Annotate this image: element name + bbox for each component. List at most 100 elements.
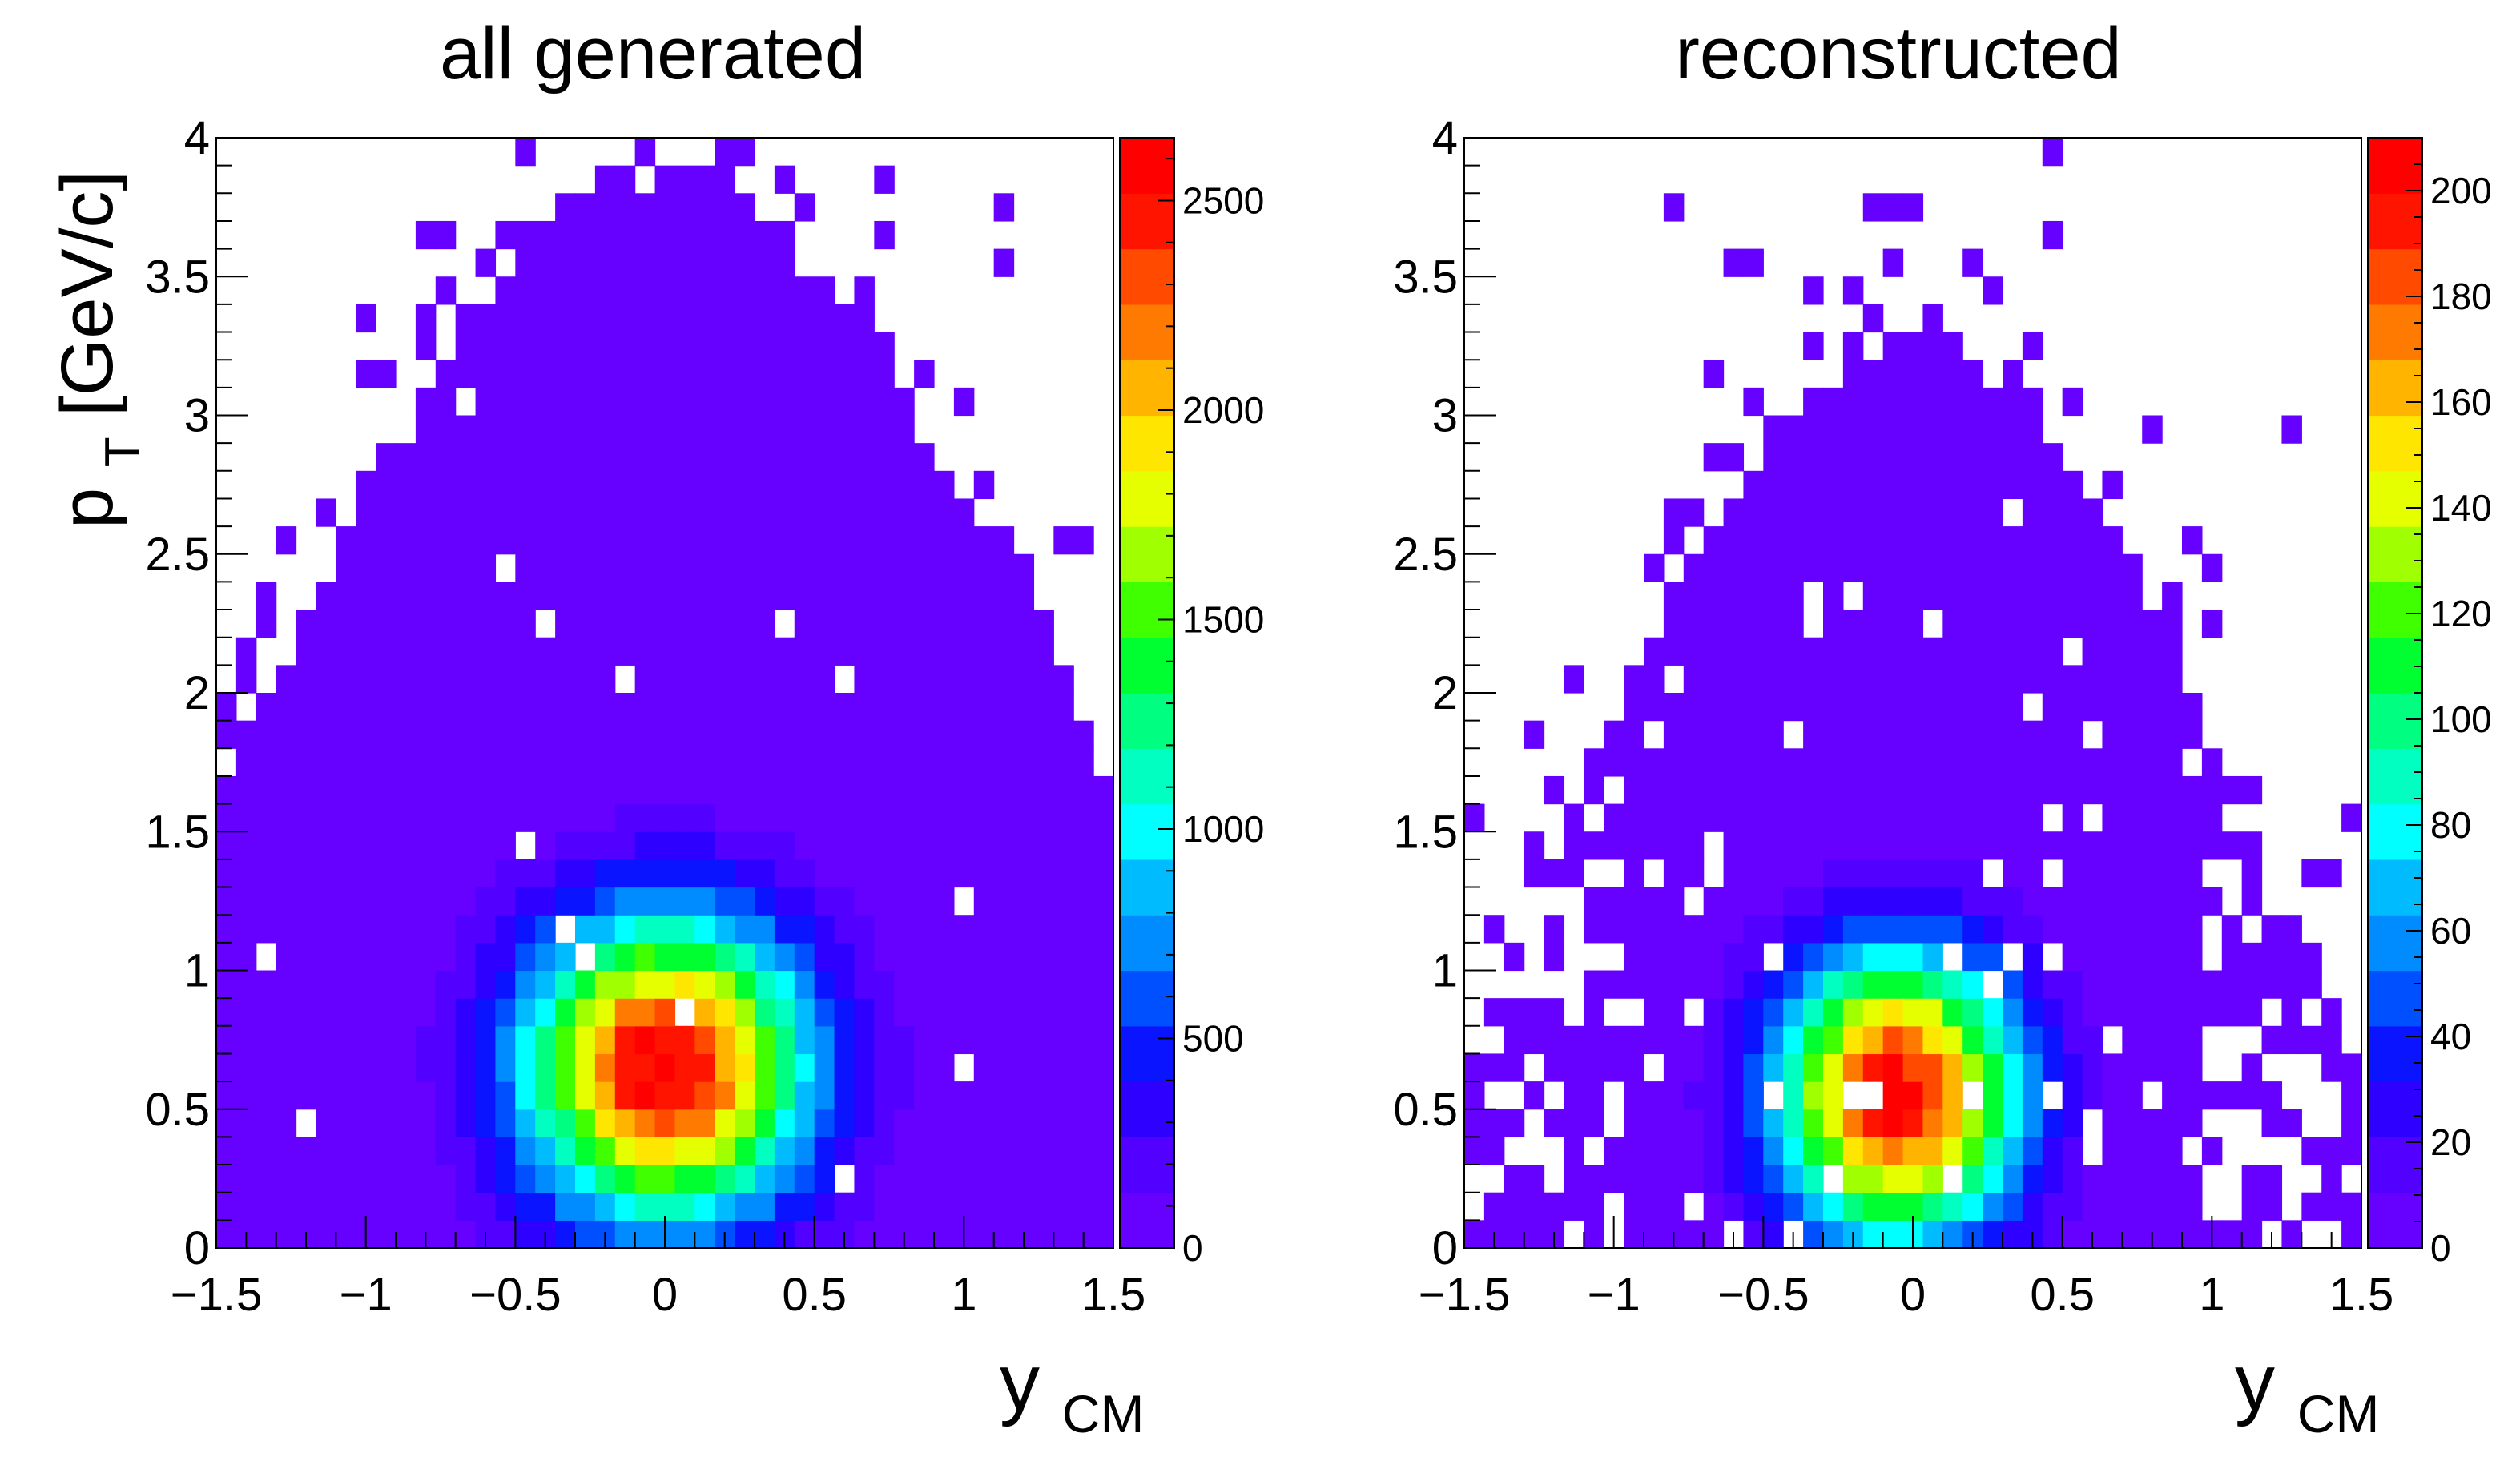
heatmap-cell [854, 470, 875, 500]
heatmap-cell [894, 470, 915, 500]
heatmap-cell [575, 1053, 596, 1082]
heatmap-cell [854, 915, 875, 944]
heatmap-cell [2122, 665, 2143, 694]
heatmap-cell [256, 1165, 277, 1193]
heatmap-cell [1983, 915, 2003, 944]
heatmap-cell [735, 1081, 755, 1110]
heatmap-cell [515, 526, 536, 555]
heatmap-cell [914, 526, 935, 555]
heatmap-cell [735, 803, 755, 832]
heatmap-cell [2102, 887, 2123, 916]
heatmap-cell [814, 1109, 835, 1137]
heatmap-cell [914, 582, 935, 610]
heatmap-cell [694, 803, 715, 832]
heatmap-cell [2122, 693, 2143, 722]
heatmap-cell [2062, 915, 2083, 944]
heatmap-cell [1882, 803, 1904, 832]
heatmap-cell [1882, 637, 1904, 666]
heatmap-cell [993, 831, 1015, 860]
heatmap-cell [515, 360, 536, 388]
heatmap-cell [755, 1081, 775, 1110]
heatmap-cell [2062, 526, 2083, 555]
heatmap-cell [1922, 803, 1943, 832]
heatmap-cell [296, 1081, 317, 1110]
heatmap-cell [256, 803, 277, 832]
heatmap-cell [1803, 1137, 1824, 1165]
heatmap-cell [794, 859, 815, 888]
heatmap-cell [2022, 637, 2043, 666]
heatmap-cell [555, 276, 576, 305]
heatmap-cell [1823, 1081, 1844, 1110]
heatmap-cell [1743, 720, 1764, 749]
heatmap-cell [594, 720, 616, 749]
heatmap-cell [495, 859, 516, 888]
heatmap-cell [1053, 1025, 1074, 1055]
heatmap-cell [1544, 859, 1565, 888]
heatmap-cell [1783, 1025, 1804, 1055]
heatmap-cell [2122, 775, 2143, 805]
heatmap-cell [495, 1053, 516, 1082]
chart-title: all generated [440, 13, 866, 95]
heatmap-cell [715, 998, 735, 1027]
heatmap-cell [1862, 970, 1884, 999]
heatmap-cell [2321, 1192, 2342, 1221]
heatmap-cell [715, 276, 735, 305]
heatmap-cell [2022, 415, 2043, 444]
z-tick-label: 2000 [1182, 389, 1264, 431]
heatmap-cell [2082, 915, 2103, 944]
heatmap-cell [2003, 775, 2023, 805]
heatmap-cell [1803, 1165, 1824, 1193]
heatmap-cell [1624, 1220, 1644, 1249]
heatmap-cell [455, 582, 477, 610]
heatmap-cell [834, 942, 855, 972]
heatmap-cell [694, 610, 715, 638]
heatmap-cell [715, 637, 735, 666]
heatmap-cell [535, 1192, 556, 1221]
heatmap-cell [1703, 1081, 1725, 1110]
heatmap-cell [794, 276, 815, 305]
heatmap-cell [894, 387, 915, 417]
heatmap-cell [735, 1137, 755, 1165]
heatmap-cell [2022, 1053, 2043, 1082]
heatmap-cell [1013, 610, 1035, 638]
panel-reconstructed: reconstructed −1.5 −1 −0.5 0 0.5 1 1.5 00.511.… [1393, 13, 2491, 1443]
heatmap-cell [1842, 915, 1864, 944]
heatmap-cell [555, 443, 576, 472]
heatmap-cell [1033, 665, 1054, 694]
color-scale [1119, 137, 1175, 1249]
heatmap-cell [1763, 1192, 1784, 1221]
heatmap-cell [1942, 998, 1963, 1027]
heatmap-cell [1033, 1025, 1054, 1055]
color-scale-segment [2368, 859, 2422, 916]
heatmap-cell [1803, 1109, 1824, 1137]
heatmap-cell [535, 887, 556, 916]
heatmap-cell [396, 1192, 417, 1221]
heatmap-cell [674, 248, 695, 277]
heatmap-cell [515, 693, 536, 722]
heatmap-cell [1882, 248, 1904, 277]
heatmap-cell [2042, 1025, 2063, 1055]
heatmap-cell [2102, 693, 2123, 722]
color-scale-segment [2368, 970, 2422, 1027]
y-tick-label: 1 [1432, 945, 1458, 997]
heatmap-cell [1783, 582, 1804, 610]
heatmap-cell [296, 831, 317, 860]
heatmap-cell [1902, 526, 1924, 555]
heatmap-cell [316, 637, 336, 666]
heatmap-cell [854, 693, 875, 722]
heatmap-cell [2341, 1109, 2362, 1137]
y-axis-label: p T [GeV/c] [46, 171, 155, 529]
heatmap-cell [654, 970, 676, 999]
heatmap-cell [715, 1081, 735, 1110]
heatmap-cell [2082, 693, 2103, 722]
heatmap-cell [555, 220, 576, 250]
heatmap-cell [1902, 1165, 1924, 1193]
heatmap-cell [1644, 831, 1665, 860]
heatmap-cell [316, 998, 336, 1027]
heatmap-cell [735, 1165, 755, 1193]
heatmap-cell [634, 582, 656, 610]
heatmap-cell [396, 1137, 417, 1165]
heatmap-cell [854, 553, 875, 582]
heatmap-cell [1723, 803, 1745, 832]
color-scale-segment [2368, 1025, 2422, 1082]
